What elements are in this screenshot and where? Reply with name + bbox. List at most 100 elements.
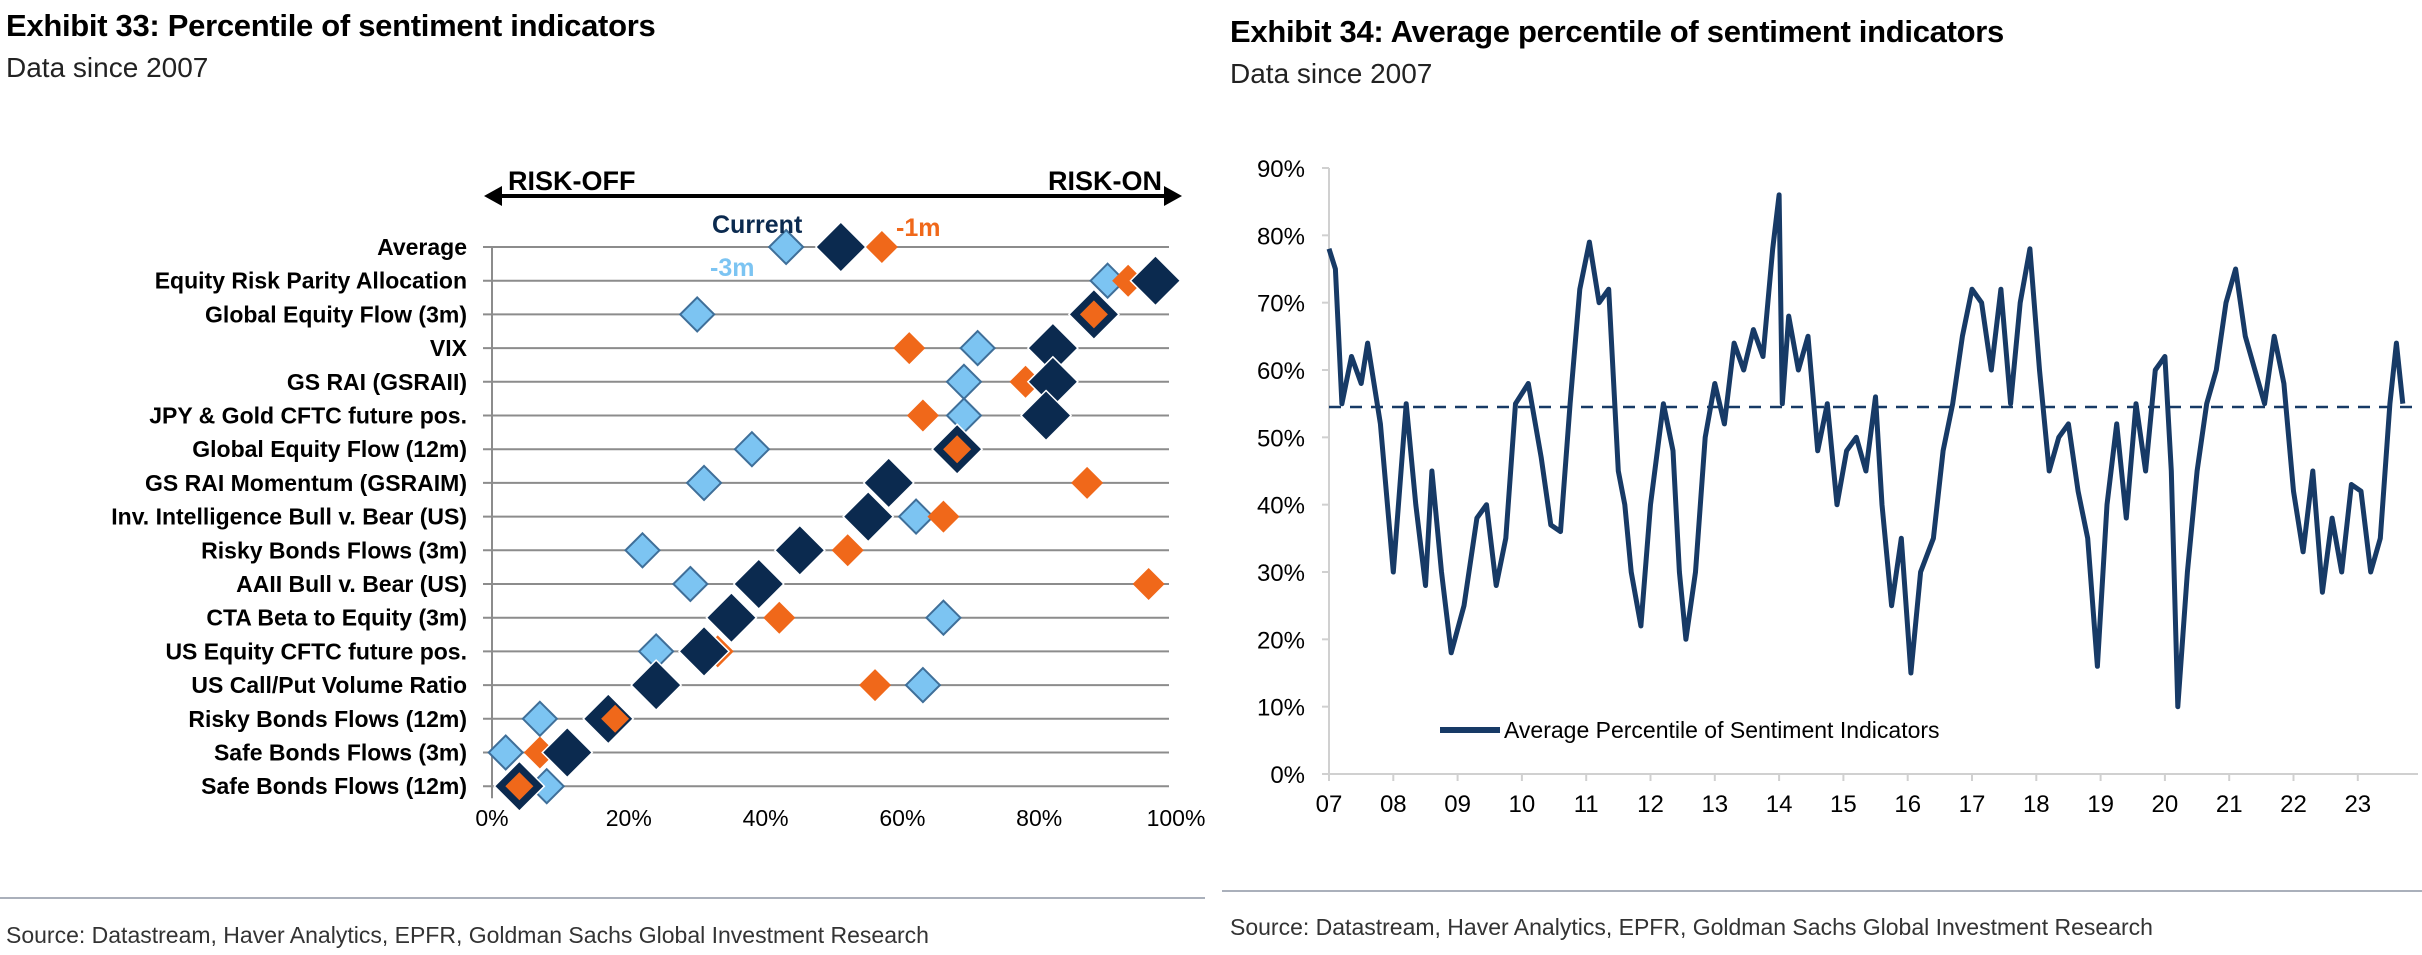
legend-minus-1m: -1m [896, 214, 940, 242]
diamond-minus-1m [893, 332, 926, 365]
diamond-minus-3m [767, 228, 805, 266]
diamond-minus-3m [685, 464, 723, 502]
diamond-minus-3m [897, 498, 935, 536]
x-tick-label: 40% [743, 805, 789, 831]
row-label: Safe Bonds Flows (3m) [214, 740, 467, 766]
x-tick-label: 60% [879, 805, 925, 831]
x-tick-label: 16 [1894, 791, 1921, 818]
x-tick-label: 100% [1147, 805, 1206, 831]
diamond-current [705, 591, 758, 644]
diamond-minus-1m [1071, 466, 1104, 499]
diamond-current [814, 220, 867, 274]
legend-current: Current [712, 211, 803, 239]
diamond-current [1019, 389, 1073, 442]
diamond-minus-1m-overlay [1079, 300, 1108, 329]
diamond-minus-1m [523, 736, 556, 769]
y-tick-label: 60% [1257, 358, 1305, 385]
diamond-minus-1m [865, 231, 898, 263]
row-label: Average [377, 234, 467, 260]
diamond-minus-1m [1112, 264, 1145, 297]
arrow-left-head [484, 186, 502, 206]
diamond-minus-3m [678, 295, 716, 333]
diamond-current [630, 659, 683, 712]
diamond-current [1129, 254, 1182, 307]
y-tick-label: 10% [1257, 695, 1305, 722]
x-tick-label: 12 [1637, 791, 1664, 818]
x-tick-label: 07 [1316, 791, 1343, 818]
x-tick-label: 23 [2344, 791, 2371, 818]
y-tick-label: 20% [1257, 627, 1305, 654]
diamond-minus-3m [487, 734, 525, 771]
right-chart-title: Exhibit 34: Average percentile of sentim… [1230, 14, 2004, 49]
x-tick-label: 08 [1380, 791, 1407, 818]
legend-label: Average Percentile of Sentiment Indicato… [1504, 717, 1940, 743]
row-label: Equity Risk Parity Allocation [155, 268, 467, 294]
diamond-minus-3m [671, 565, 709, 603]
row-label: VIX [430, 335, 468, 361]
diamond-current [842, 490, 895, 543]
diamond-minus-3m [925, 599, 962, 637]
left-chart-title: Exhibit 33: Percentile of sentiment indi… [6, 8, 656, 43]
row-label: Risky Bonds Flows (12m) [188, 706, 467, 732]
y-tick-label: 90% [1257, 156, 1305, 183]
row-label: CTA Beta to Equity (3m) [206, 605, 467, 631]
diamond-minus-1m-overlay [943, 435, 972, 464]
diamond-minus-1m [859, 669, 892, 702]
diamond-minus-3m [521, 700, 559, 738]
y-tick-label: 40% [1257, 493, 1305, 520]
x-tick-label: 15 [1830, 791, 1857, 818]
x-tick-label: 22 [2280, 791, 2307, 818]
right-source-divider [1222, 890, 2422, 892]
left-source: Source: Datastream, Haver Analytics, EPF… [6, 922, 929, 948]
arrow-right-head [1164, 186, 1182, 206]
diamond-minus-1m [927, 500, 960, 533]
diamond-minus-1m [1132, 568, 1165, 600]
diamond-minus-1m [906, 399, 939, 432]
sentiment-line [1326, 192, 2406, 710]
row-label: Risky Bonds Flows (3m) [201, 537, 467, 563]
risk-on-label: RISK-ON [1048, 166, 1162, 196]
x-tick-label: 0% [475, 805, 508, 831]
row-label: JPY & Gold CFTC future pos. [149, 403, 467, 429]
diamond-minus-3m [945, 363, 983, 401]
diamond-minus-3m [945, 397, 983, 434]
row-label: Safe Bonds Flows (12m) [201, 773, 467, 799]
x-tick-label: 13 [1701, 791, 1728, 818]
x-tick-label: 21 [2216, 791, 2243, 818]
diamond-minus-1m [1009, 365, 1042, 398]
diamond-current [541, 726, 594, 779]
row-label: Global Equity Flow (3m) [205, 301, 467, 327]
x-tick-label: 10 [1509, 791, 1536, 818]
diamond-current [862, 456, 915, 509]
x-tick-label: 19 [2087, 791, 2114, 818]
row-label: Inv. Intelligence Bull v. Bear (US) [111, 504, 467, 530]
right-chart-subtitle: Data since 2007 [1230, 58, 1433, 89]
row-label: Global Equity Flow (12m) [192, 436, 467, 462]
x-tick-label: 09 [1444, 791, 1471, 818]
x-tick-label: 17 [1959, 791, 1986, 818]
row-label: US Call/Put Volume Ratio [191, 672, 467, 698]
x-tick-label: 20 [2152, 791, 2179, 818]
diamond-minus-1m-overlay [505, 772, 534, 801]
diamond-current [677, 625, 731, 678]
right-source: Source: Datastream, Haver Analytics, EPF… [1230, 914, 2153, 940]
diamond-minus-1m [831, 534, 864, 567]
row-label: GS RAI Momentum (GSRAIM) [145, 470, 467, 496]
left-chart-subtitle: Data since 2007 [6, 52, 209, 83]
diamond-current [773, 524, 826, 577]
y-tick-label: 0% [1270, 762, 1305, 789]
row-label: US Equity CFTC future pos. [165, 638, 467, 664]
diamond-minus-3m [904, 666, 942, 704]
y-tick-label: 50% [1257, 425, 1305, 452]
x-tick-label: 14 [1766, 791, 1793, 818]
row-label: AAII Bull v. Bear (US) [236, 571, 467, 597]
x-tick-label: 20% [606, 805, 652, 831]
left-source-divider [0, 897, 1205, 899]
risk-off-label: RISK-OFF [508, 166, 636, 196]
y-tick-label: 70% [1257, 291, 1305, 318]
diamond-minus-1m [763, 601, 796, 634]
legend-minus-3m: -3m [710, 254, 754, 282]
diamond-minus-3m [959, 329, 997, 367]
diamond-minus-3m [624, 531, 661, 569]
